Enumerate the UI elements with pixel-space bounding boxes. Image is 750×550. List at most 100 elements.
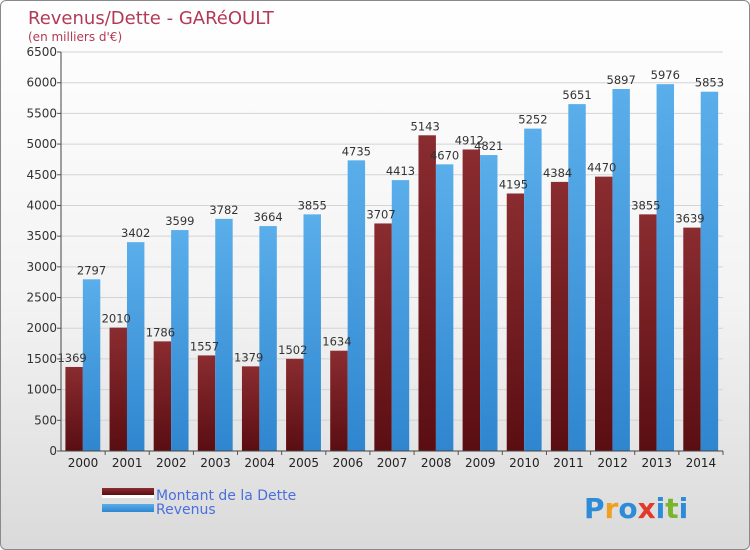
x-tick-label: 2008 (421, 456, 452, 470)
data-labels: 1369 2797 2010 3402 1786 3599 1557 3782 1379 3664… (57, 68, 724, 365)
bar-revenus (82, 279, 101, 451)
bar-revenus (215, 218, 233, 451)
x-tick-label: 2006 (333, 456, 364, 470)
x-tick-label: 2014 (686, 456, 717, 470)
y-tick-label: 2500 (26, 291, 57, 305)
data-label-revenus: 4735 (342, 144, 371, 158)
y-tick-label: 4500 (26, 168, 57, 182)
x-axis-ticks: 2000 2001 2002 2003 2004 2005 2006 2007 2008 2009… (68, 451, 724, 470)
data-label-debt: 1369 (57, 351, 86, 365)
bar-debt (595, 176, 613, 451)
y-tick-label: 3000 (26, 260, 57, 274)
legend-label-debt: Montant de la Dette (156, 488, 296, 504)
bar-debt (418, 135, 436, 451)
bar-revenus (568, 104, 586, 451)
x-tick-label: 2009 (465, 456, 496, 470)
legend-item-revenus: Revenus (102, 502, 216, 518)
y-tick-label: 5500 (26, 106, 57, 120)
y-tick-label: 6000 (26, 76, 57, 90)
data-label-revenus: 3664 (253, 210, 282, 224)
bar-debt (197, 355, 216, 451)
y-tick-label: 0 (49, 444, 57, 458)
data-label-revenus: 3782 (209, 203, 238, 217)
data-label-revenus: 3599 (165, 214, 194, 228)
data-label-debt: 1634 (322, 335, 351, 349)
x-tick-label: 2013 (642, 456, 673, 470)
chart-title: Revenus/Dette - GARéOULT (28, 8, 275, 29)
y-tick-label: 3500 (26, 229, 57, 243)
y-tick-label: 4000 (26, 198, 57, 212)
x-tick-label: 2000 (68, 456, 99, 470)
bar-debt (550, 181, 569, 452)
x-tick-label: 2007 (377, 456, 408, 470)
data-label-debt: 3855 (631, 198, 660, 212)
data-label-debt: 1502 (278, 343, 307, 357)
bar-debt (506, 193, 525, 452)
bar-revenus (391, 180, 410, 452)
bar-debt (241, 366, 260, 451)
legend: Montant de la Dette Revenus (102, 488, 296, 518)
data-label-debt: 4912 (455, 133, 484, 147)
data-label-debt: 4470 (587, 161, 616, 175)
chart-subtitle: (en milliers d'€) (28, 30, 122, 44)
y-tick-label: 5000 (26, 137, 57, 151)
data-label-debt: 1557 (190, 339, 219, 353)
data-label-revenus: 3855 (298, 198, 327, 212)
legend-swatch-debt (102, 488, 154, 495)
bar-debt (374, 223, 392, 451)
data-label-revenus: 4413 (386, 164, 415, 178)
data-label-revenus: 5853 (695, 76, 724, 90)
x-tick-label: 2005 (288, 456, 319, 470)
data-label-revenus: 2797 (77, 263, 106, 277)
data-label-debt: 4384 (543, 166, 572, 180)
bar-revenus (171, 230, 189, 451)
data-label-debt: 1786 (146, 325, 175, 339)
legend-swatch-revenus (102, 504, 154, 512)
bar-debt (330, 350, 348, 451)
x-tick-label: 2004 (244, 456, 275, 470)
bar-revenus (656, 84, 675, 452)
x-tick-label: 2012 (597, 456, 628, 470)
bar-revenus (480, 155, 498, 452)
x-tick-label: 2010 (509, 456, 540, 470)
data-label-revenus: 5651 (562, 88, 591, 102)
legend-swatch-debt-gap (102, 495, 154, 498)
legend-item-debt: Montant de la Dette (102, 488, 296, 504)
logo-letter: i (679, 492, 689, 525)
bar-debt (462, 149, 481, 452)
bar-revenus (347, 160, 366, 451)
x-tick-label: 2003 (200, 456, 231, 470)
y-axis-ticks: 0 500 1000 1500 2000 2500 3000 3500 4000 4500 5000… (26, 45, 61, 458)
y-tick-label: 1500 (26, 352, 57, 366)
data-label-revenus: 4670 (430, 148, 459, 162)
logo-letter: x (638, 492, 656, 525)
data-label-debt: 2010 (102, 312, 131, 326)
bar-debt (683, 227, 701, 451)
logo-letter: t (665, 492, 678, 525)
logo-letter: r (605, 492, 619, 525)
logo-letter: P (584, 492, 605, 525)
data-label-debt: 3639 (675, 212, 704, 226)
y-tick-label: 500 (34, 413, 57, 427)
bar-revenus (612, 89, 630, 451)
x-tick-label: 2001 (112, 456, 143, 470)
bar-debt (65, 366, 83, 451)
y-tick-label: 2000 (26, 321, 57, 335)
bar-revenus (259, 226, 277, 451)
bar-debt (109, 327, 127, 451)
y-tick-label: 1000 (26, 383, 57, 397)
axes (60, 52, 723, 452)
bar-debt (639, 214, 657, 451)
data-label-revenus: 3402 (121, 226, 150, 240)
data-label-revenus: 5897 (607, 73, 636, 87)
x-tick-label: 2002 (156, 456, 187, 470)
data-label-revenus: 5976 (651, 68, 680, 82)
data-label-debt: 1379 (234, 350, 263, 364)
data-label-revenus: 4821 (474, 139, 503, 153)
logo-letter: i (656, 492, 666, 525)
bar-revenus (700, 91, 719, 451)
bar-revenus (126, 242, 145, 451)
data-label-debt: 5143 (411, 119, 440, 133)
